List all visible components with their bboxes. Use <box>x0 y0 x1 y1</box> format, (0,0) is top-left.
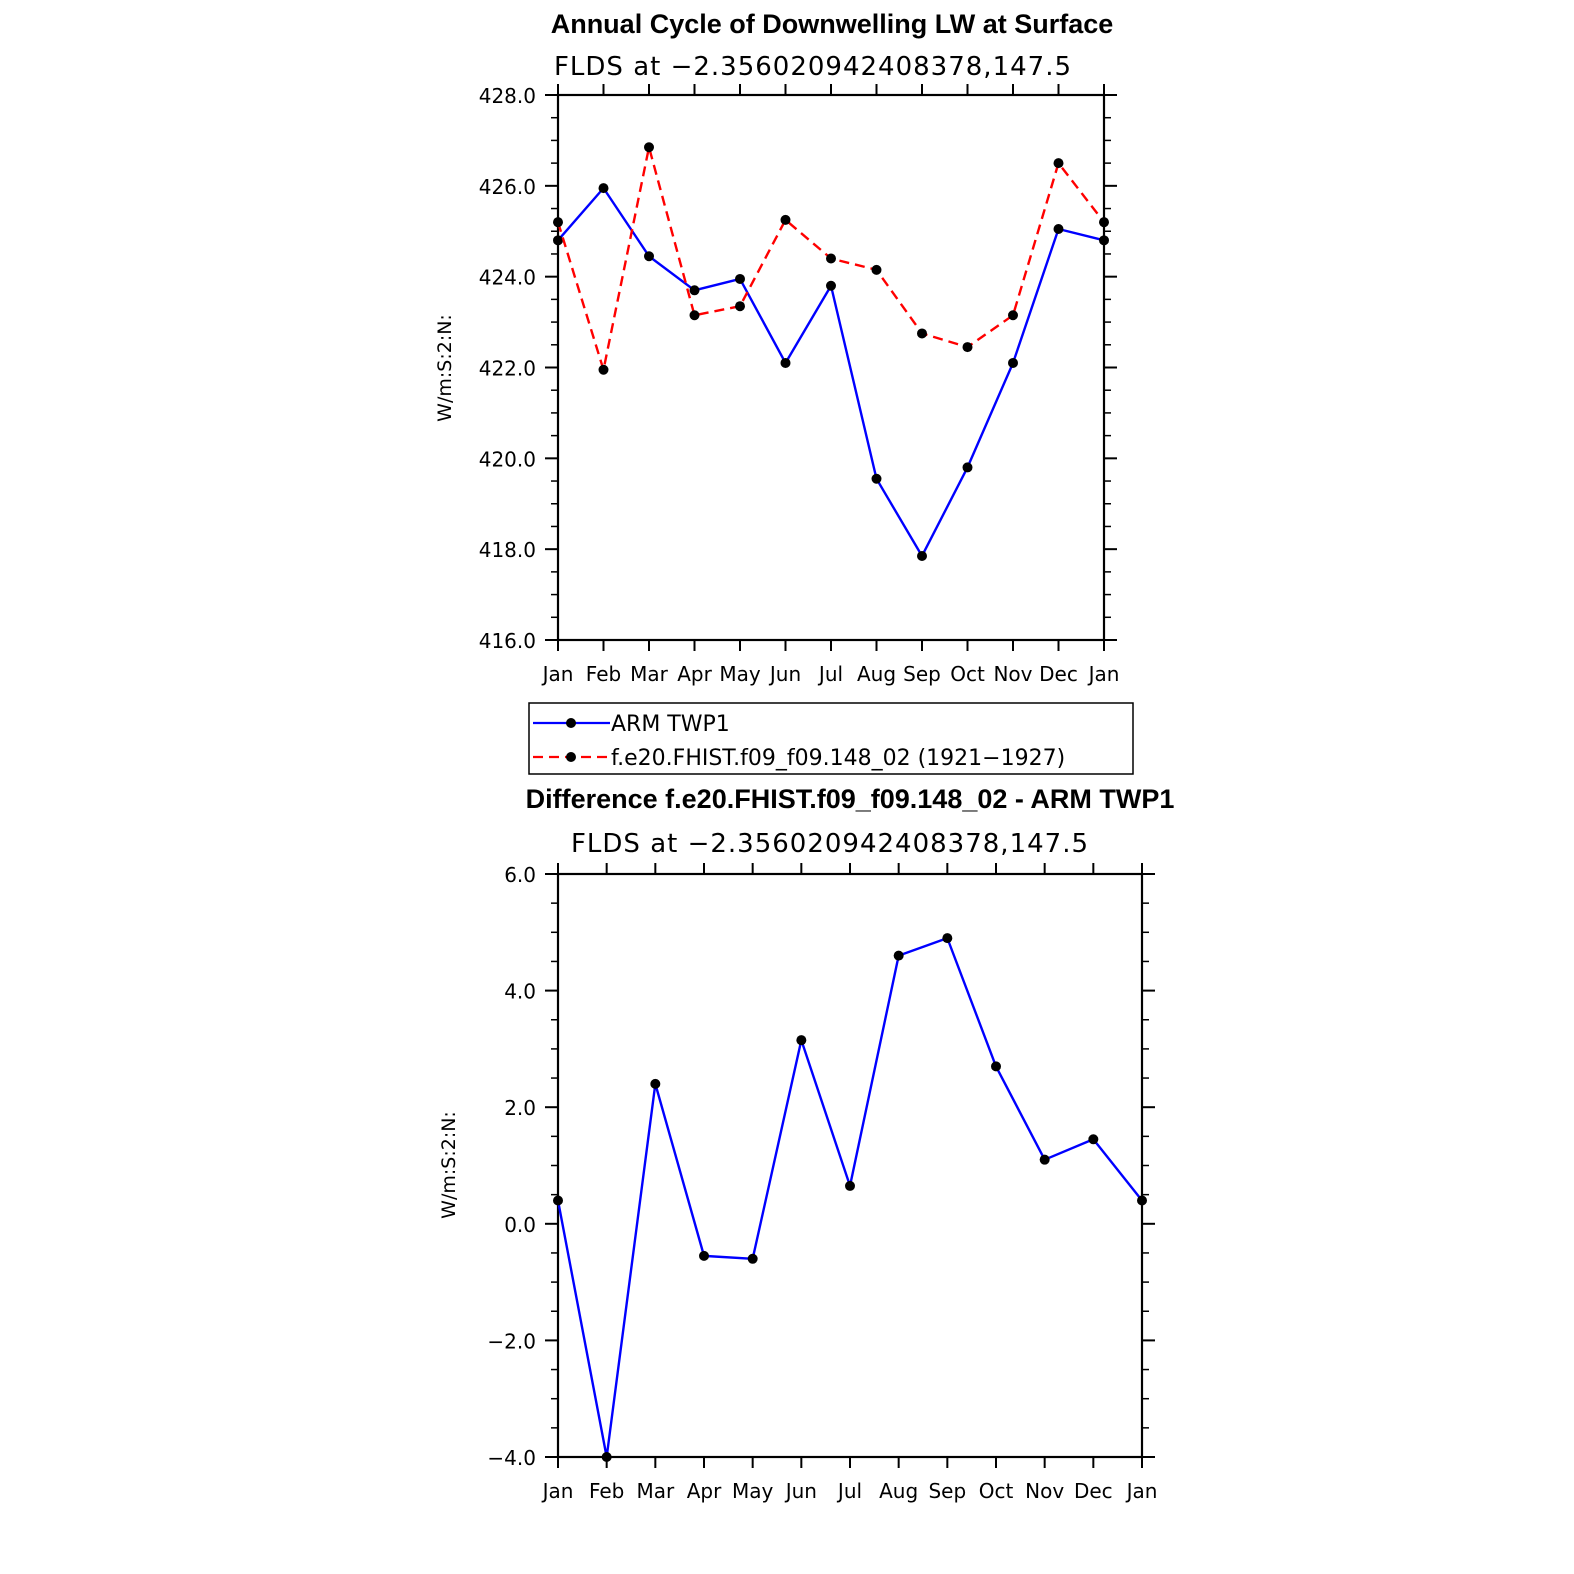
bottom-series-0-line <box>556 936 1143 1459</box>
top-series-1-point <box>1099 217 1109 228</box>
top-series-1-point <box>962 342 973 353</box>
top-xtick-label: Feb <box>586 662 621 686</box>
bottom-xtick-label: Jul <box>836 1479 862 1503</box>
top-xtick-label: Jan <box>541 662 574 686</box>
bottom-xtick-label: Jan <box>1125 1479 1158 1503</box>
top-chart-ylabel: W/m:S:2:N: <box>434 314 456 422</box>
top-ytick-label: 428.0 <box>479 84 536 108</box>
top-ytick-label: 416.0 <box>479 629 536 653</box>
top-ytick-label: 424.0 <box>479 266 536 290</box>
top-xtick-label: Mar <box>630 662 669 686</box>
bottom-series-0-point <box>601 1452 612 1462</box>
legend-label-arm-twp1: ARM TWP1 <box>611 712 730 737</box>
top-series-0-line <box>557 186 1105 558</box>
bottom-series-0-point <box>650 1078 661 1089</box>
legend-marker-arm-twp1 <box>566 718 576 728</box>
bottom-ytick-label: 4.0 <box>504 980 536 1004</box>
top-ytick-label: 418.0 <box>479 538 536 562</box>
top-ytick-label: 420.0 <box>479 447 536 471</box>
top-series-0-point <box>735 273 745 284</box>
top-series-0-point <box>917 550 927 561</box>
bottom-ytick-label: 0.0 <box>504 1213 536 1237</box>
top-series-0-point <box>1008 357 1018 368</box>
bottom-xtick-label: Oct <box>979 1479 1014 1503</box>
bottom-xtick-label: Aug <box>879 1479 918 1503</box>
bottom-xtick-label: Apr <box>687 1479 722 1503</box>
top-xtick-label: Dec <box>1039 662 1078 686</box>
bottom-series-0-point <box>893 950 904 961</box>
bottom-series-0-point <box>699 1250 709 1261</box>
bottom-series-0-point <box>1137 1195 1147 1206</box>
bottom-xtick-label: Nov <box>1025 1479 1064 1503</box>
bottom-series-0-point <box>796 1035 807 1046</box>
bottom-xtick-label: Feb <box>589 1479 624 1503</box>
legend-label-model: f.e20.FHIST.f09_f09.148_02 (1921−1927) <box>611 746 1065 771</box>
bottom-xtick-label: Jun <box>784 1479 817 1503</box>
bottom-ytick-label: 6.0 <box>504 863 536 887</box>
top-ytick-label: 422.0 <box>479 357 536 381</box>
bottom-series-0-point <box>747 1253 758 1264</box>
top-chart-title: Annual Cycle of Downwelling LW at Surfac… <box>551 9 1114 39</box>
top-series-0-point <box>689 285 700 296</box>
top-series-1-point <box>780 214 791 225</box>
top-series-1-point <box>871 264 882 275</box>
top-series-0-point <box>826 280 836 291</box>
legend: ARM TWP1 f.e20.FHIST.f09_f09.148_02 (192… <box>528 702 1134 775</box>
top-chart-subtitle: FLDS at −2.356020942408378,147.5 <box>554 52 1072 82</box>
top-series-1-point <box>553 217 563 228</box>
bottom-xtick-label: Sep <box>928 1479 966 1503</box>
top-series-1-point <box>826 253 836 264</box>
top-xtick-label: Jan <box>1087 662 1120 686</box>
bottom-xtick-label: Jan <box>541 1479 574 1503</box>
bottom-xtick-label: May <box>732 1479 774 1503</box>
top-series-0-point <box>1099 235 1109 246</box>
top-series-1-point <box>1008 310 1018 321</box>
top-ytick-label: 426.0 <box>479 175 536 199</box>
bottom-series-0-point <box>1088 1134 1099 1145</box>
top-series-0-point <box>962 462 973 473</box>
top-xtick-label: Nov <box>993 662 1032 686</box>
legend-box <box>528 702 1134 775</box>
top-series-1-point <box>644 142 654 153</box>
bottom-series-0-point <box>942 933 953 944</box>
top-frame <box>556 93 1106 642</box>
top-series-1-point <box>917 328 927 339</box>
bottom-ytick-label: −2.0 <box>487 1329 536 1353</box>
bottom-chart-title: Difference f.e20.FHIST.f09_f09.148_02 - … <box>526 784 1175 814</box>
top-series-1-point <box>689 310 700 321</box>
top-series-1-point <box>598 364 609 375</box>
bottom-plot-area: Jan Feb Mar Apr May Jun Jul Aug Sep Oct Nov Dec Jan−… <box>487 863 1157 1503</box>
top-series-0-point <box>644 251 654 262</box>
top-series-0-point <box>598 183 609 194</box>
top-xtick-label: Oct <box>950 662 985 686</box>
bottom-series-0-point <box>553 1195 563 1206</box>
bottom-ytick-label: 2.0 <box>504 1096 536 1120</box>
legend-marker-model <box>566 752 576 762</box>
bottom-series-0-point <box>1039 1154 1050 1165</box>
top-series-0-point <box>871 473 882 484</box>
top-xtick-label: Jul <box>817 662 843 686</box>
bottom-series-0-point <box>845 1180 855 1191</box>
top-xtick-label: May <box>719 662 761 686</box>
top-series-0-point <box>1053 223 1064 234</box>
top-series-1-point <box>1053 158 1064 169</box>
top-series-0-point <box>780 357 791 368</box>
bottom-xtick-label: Mar <box>636 1479 675 1503</box>
top-xtick-label: Apr <box>677 662 712 686</box>
bottom-ytick-label: −4.0 <box>487 1446 536 1470</box>
top-plot-area: Jan Feb Mar Apr May Jun Jul Aug Sep Oct Nov Dec Jan4… <box>479 84 1120 686</box>
top-series-1-point <box>735 301 745 312</box>
top-xtick-label: Jun <box>768 662 801 686</box>
top-series-0-point <box>553 235 563 246</box>
top-xtick-label: Sep <box>903 662 941 686</box>
bottom-chart-ylabel: W/m:S:2:N: <box>438 1111 460 1219</box>
bottom-xtick-label: Dec <box>1074 1479 1113 1503</box>
bottom-series-0-point <box>991 1061 1001 1072</box>
bottom-chart-subtitle: FLDS at −2.356020942408378,147.5 <box>571 829 1089 859</box>
top-xtick-label: Aug <box>857 662 896 686</box>
